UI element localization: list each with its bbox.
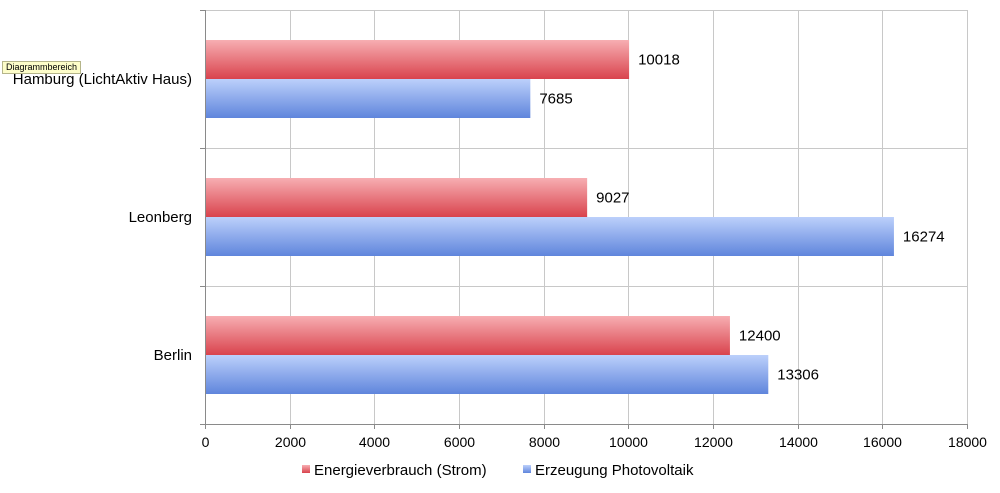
category-label: Hamburg (LichtAktiv Haus)	[13, 71, 192, 88]
data-label: 10018	[638, 52, 680, 69]
legend: Energieverbrauch (Strom) Erzeugung Photov…	[302, 462, 694, 479]
x-tick-label: 16000	[863, 434, 902, 450]
bar	[206, 217, 894, 256]
bar	[206, 316, 730, 355]
x-tick-label: 4000	[359, 434, 390, 450]
bar	[206, 178, 588, 217]
x-tick-label: 10000	[609, 434, 648, 450]
legend-swatch	[302, 465, 310, 473]
bar	[206, 79, 531, 118]
x-tick-label: 18000	[948, 434, 987, 450]
bars-group	[206, 40, 894, 394]
legend-label: Erzeugung Photovoltaik	[535, 462, 694, 479]
x-tick-label: 0	[202, 434, 210, 450]
category-label: Berlin	[154, 347, 192, 364]
data-label: 12400	[739, 328, 781, 345]
data-label: 16274	[903, 229, 945, 246]
data-label: 13306	[777, 367, 819, 384]
bar	[206, 355, 769, 394]
axes	[200, 10, 968, 429]
x-tick-label: 14000	[779, 434, 818, 450]
legend-label: Energieverbrauch (Strom)	[314, 462, 487, 479]
data-label: 7685	[539, 91, 572, 108]
data-label: 9027	[596, 190, 629, 207]
x-tick-label: 2000	[275, 434, 306, 450]
category-label: Leonberg	[129, 209, 192, 226]
x-tick-label: 6000	[444, 434, 475, 450]
chart-area-tooltip: Diagrammbereich	[2, 61, 82, 74]
bar	[206, 40, 630, 79]
x-tick-label: 12000	[694, 434, 733, 450]
labels-group: 0 2000 4000 6000 8000 10000 12000 14000 16000 180…	[13, 52, 987, 451]
legend-swatch	[523, 465, 531, 473]
x-tick-label: 8000	[529, 434, 560, 450]
